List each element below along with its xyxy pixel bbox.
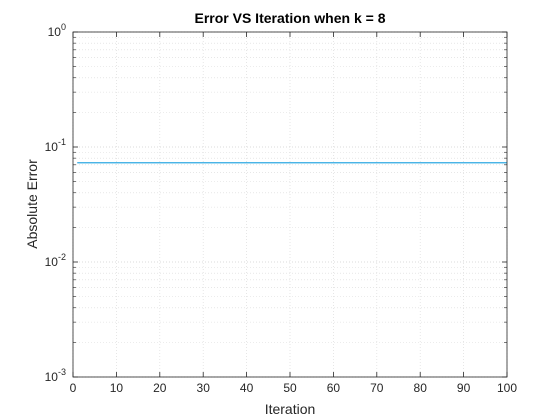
x-axis-label: Iteration (265, 401, 316, 417)
x-tick-label: 50 (283, 381, 297, 395)
y-tick-label: 10-1 (45, 137, 66, 154)
y-axis-label: Absolute Error (24, 159, 40, 249)
tick-marks (72, 31, 508, 378)
x-tick-label: 100 (497, 381, 517, 395)
x-tick-label: 20 (153, 381, 167, 395)
x-tick-label: 30 (197, 381, 211, 395)
y-tick-label: 10-3 (45, 367, 66, 384)
y-tick-labels: 100 10-1 10-2 10-3 (45, 22, 66, 384)
x-tick-label: 40 (240, 381, 254, 395)
x-tick-label: 70 (370, 381, 384, 395)
x-tick-label: 0 (70, 381, 77, 395)
x-tick-label: 90 (457, 381, 471, 395)
x-tick-label: 80 (414, 381, 428, 395)
chart-title: Error VS Iteration when k = 8 (194, 10, 385, 26)
x-tick-label: 10 (110, 381, 124, 395)
y-tick-label: 100 (48, 22, 66, 39)
y-tick-label: 10-2 (45, 252, 66, 269)
x-tick-label: 60 (327, 381, 341, 395)
x-tick-labels: 0 10 20 30 40 50 60 70 80 90 100 (70, 381, 518, 395)
